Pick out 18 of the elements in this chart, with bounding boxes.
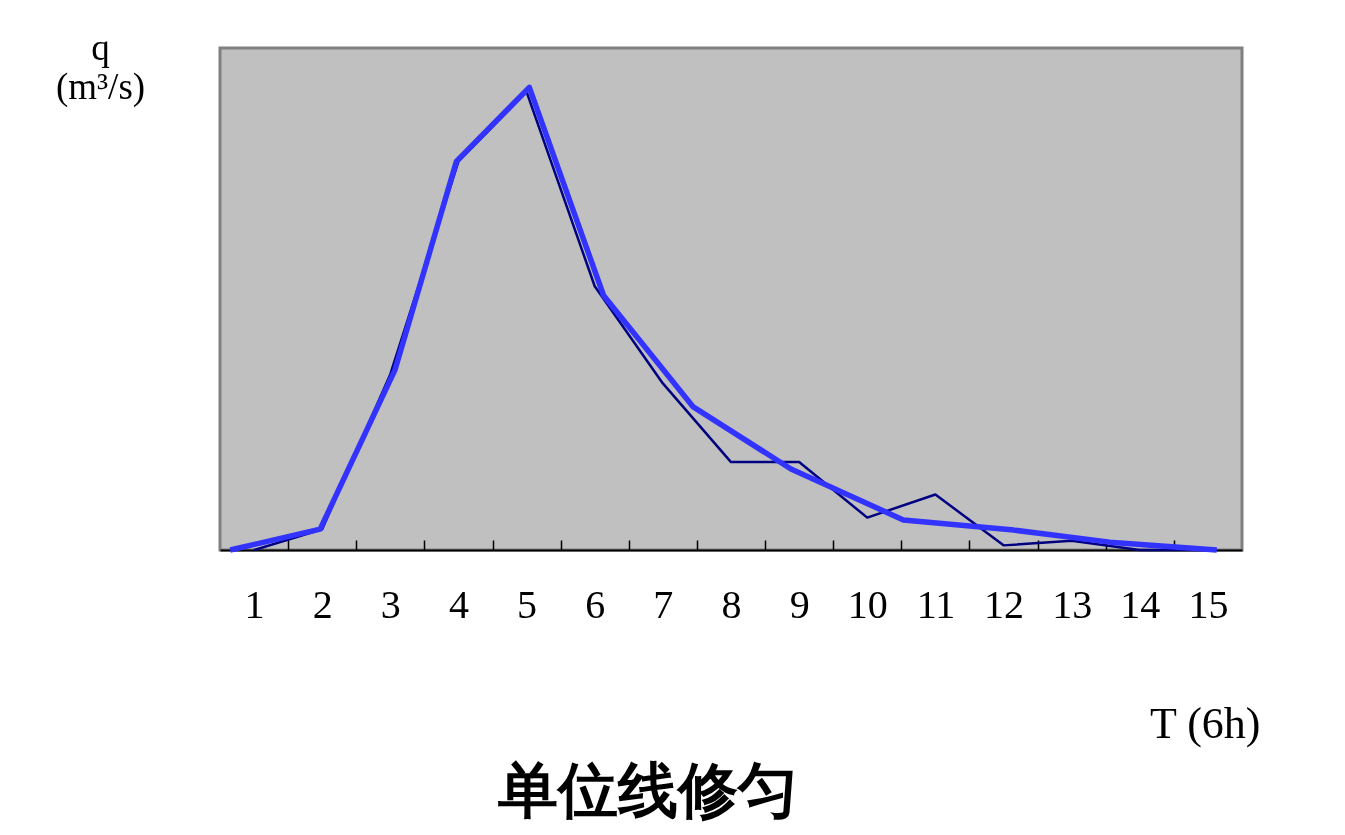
x-tick-label: 14 xyxy=(1120,581,1161,627)
x-tick-label: 13 xyxy=(1052,581,1093,627)
x-tick-label: 1 xyxy=(244,581,265,627)
y-axis-title: q (m³/s) xyxy=(55,26,146,108)
x-tick-label: 15 xyxy=(1188,581,1229,627)
x-tick-label: 10 xyxy=(847,581,888,627)
text: 单位线修匀 xyxy=(497,755,798,825)
x-tick-label: 6 xyxy=(585,581,606,627)
x-tick-label: 9 xyxy=(789,581,810,627)
x-tick-label: 11 xyxy=(916,581,956,627)
x-tick-label: 2 xyxy=(312,581,333,627)
x-tick-label: 4 xyxy=(448,581,469,627)
x-tick-label: 3 xyxy=(380,581,401,627)
x-tick-label: 7 xyxy=(653,581,674,627)
x-tick-label: 12 xyxy=(984,581,1025,627)
x-axis-title: T (6h) xyxy=(1150,698,1261,748)
x-tick-label: 8 xyxy=(721,581,742,627)
x-tick-label: 5 xyxy=(517,581,538,627)
